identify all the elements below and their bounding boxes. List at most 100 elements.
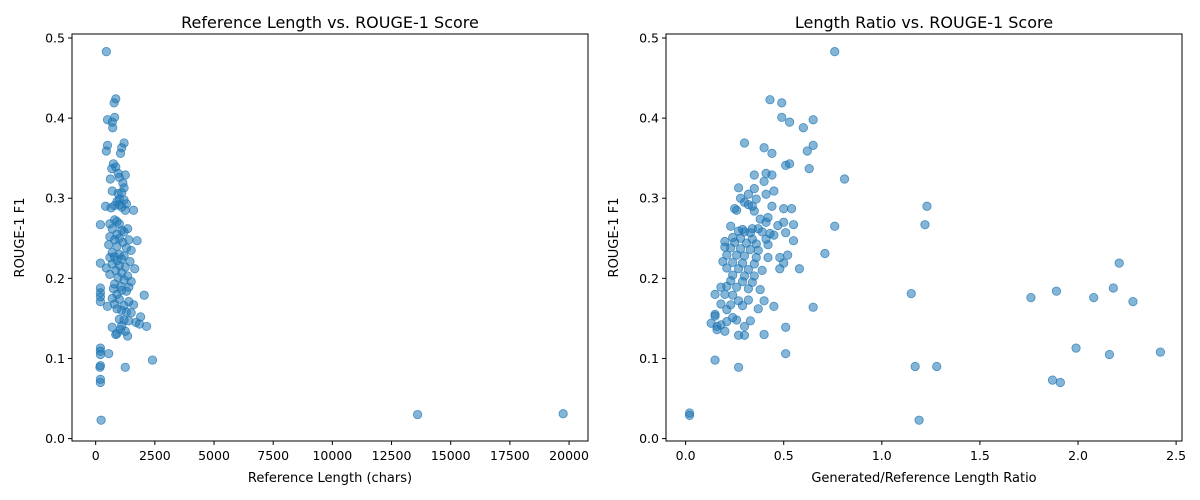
data-point: [839, 174, 850, 184]
data-point: [749, 259, 759, 269]
x-tick-label: 12500: [372, 448, 412, 463]
data-point: [728, 257, 738, 267]
data-point: [132, 236, 142, 246]
y-tick-label: 0.4: [639, 111, 659, 126]
data-point: [749, 184, 759, 194]
data-point: [684, 410, 695, 420]
data-point: [95, 220, 106, 230]
y-tick-label: 0.1: [45, 351, 65, 366]
data-point: [804, 164, 814, 174]
data-point: [1104, 349, 1115, 360]
x-axis-label: Generated/Reference Length Ratio: [811, 471, 1036, 486]
data-point: [712, 325, 722, 335]
data-point: [830, 221, 840, 231]
data-point: [769, 186, 779, 196]
y-tick-label: 0.0: [45, 431, 65, 446]
data-point: [716, 299, 726, 309]
y-tick-label: 0.4: [45, 111, 65, 126]
data-point: [1047, 375, 1058, 385]
x-tick-label: 2500: [139, 448, 171, 463]
data-point: [722, 263, 732, 273]
data-point: [761, 189, 771, 199]
data-point: [783, 250, 793, 260]
data-point: [808, 302, 818, 312]
data-point: [732, 205, 742, 215]
x-axis-label: Reference Length (chars): [248, 471, 412, 486]
data-point: [733, 362, 744, 372]
data-point: [920, 220, 930, 230]
data-point: [765, 95, 775, 105]
data-point: [759, 296, 769, 306]
data-point: [781, 228, 791, 238]
data-point: [759, 329, 769, 340]
data-point: [767, 201, 777, 211]
x-tick-label: 0.5: [774, 448, 794, 463]
x-tick-label: 7500: [257, 448, 289, 463]
data-point: [1051, 286, 1062, 296]
data-point: [802, 146, 812, 156]
data-point: [743, 189, 754, 199]
data-point: [108, 123, 118, 133]
data-point: [788, 220, 799, 230]
data-point: [1026, 292, 1036, 303]
scatter-points: [95, 47, 568, 425]
data-point: [720, 326, 730, 336]
x-tick-label: 2.0: [1068, 448, 1088, 463]
data-point: [101, 146, 111, 156]
scatter-chart-reference-length: 0 2500 5000 7500 10000 12500 15000 17500 20000 0.…: [13, 13, 589, 486]
data-point: [1108, 283, 1118, 293]
data-point: [788, 236, 799, 246]
data-point: [739, 321, 750, 332]
data-point: [120, 205, 130, 215]
data-point: [106, 203, 116, 213]
data-point: [105, 269, 115, 279]
data-point: [96, 415, 106, 425]
data-point: [726, 243, 736, 253]
data-point: [128, 205, 139, 215]
x-tick-label: 0: [92, 448, 100, 463]
data-point: [101, 47, 111, 57]
data-point: [737, 300, 748, 311]
data-point: [104, 240, 114, 250]
data-point: [1089, 292, 1099, 303]
data-point: [784, 117, 795, 127]
x-tick-label: 1.5: [970, 448, 990, 463]
data-point: [732, 315, 742, 325]
data-point: [763, 252, 773, 263]
data-point: [722, 317, 732, 327]
data-point: [932, 361, 942, 372]
data-point: [769, 301, 779, 311]
data-point: [710, 311, 720, 321]
data-point: [763, 240, 773, 250]
data-point: [126, 245, 136, 255]
y-tick-label: 0.3: [639, 191, 659, 206]
data-point: [755, 284, 765, 295]
data-point: [130, 264, 140, 274]
data-point: [779, 204, 789, 214]
data-point: [115, 148, 126, 158]
data-point: [820, 248, 830, 259]
data-point: [922, 201, 932, 211]
data-point: [126, 308, 136, 318]
data-point: [120, 362, 130, 372]
x-tick-label: 15000: [431, 448, 471, 463]
data-point: [733, 183, 744, 193]
data-point: [412, 409, 423, 420]
data-point: [753, 304, 763, 314]
data-point: [141, 321, 152, 332]
data-point: [104, 349, 114, 359]
data-point: [777, 98, 787, 108]
data-point: [728, 290, 738, 300]
data-point: [749, 206, 759, 216]
data-point: [95, 377, 106, 388]
y-tick-label: 0.2: [639, 271, 659, 286]
data-point: [906, 288, 916, 299]
data-point: [757, 265, 767, 275]
x-tick-label: 1.0: [872, 448, 892, 463]
data-point: [761, 217, 771, 227]
data-point: [95, 296, 106, 307]
data-point: [743, 284, 754, 294]
data-point: [767, 170, 777, 180]
data-point: [739, 138, 750, 148]
